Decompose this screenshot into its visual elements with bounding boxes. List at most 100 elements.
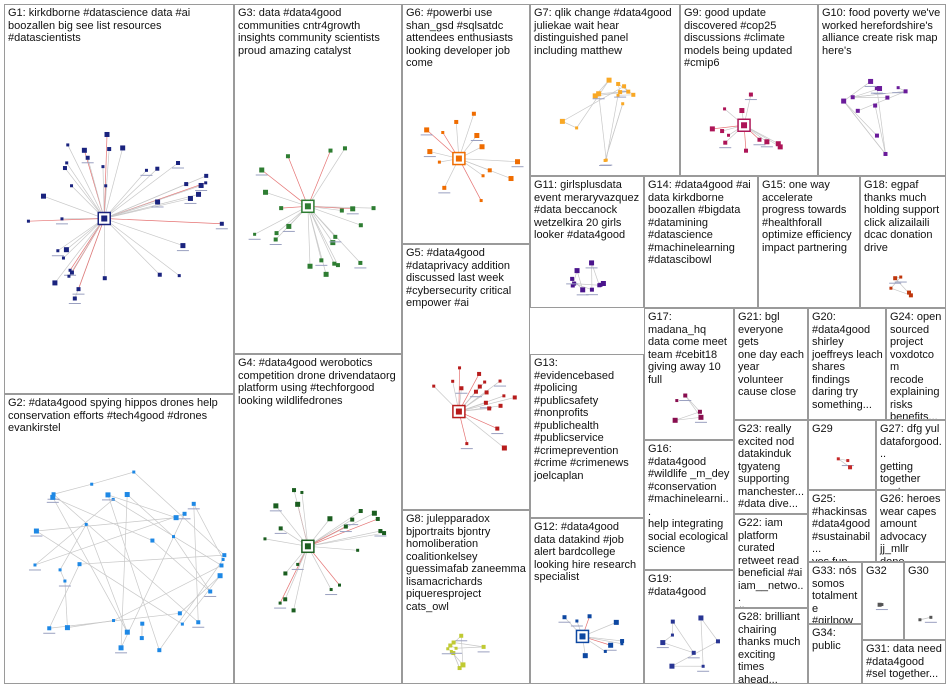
node[interactable] [484,390,489,395]
node[interactable] [278,601,282,605]
node[interactable] [744,148,749,153]
node[interactable] [487,168,492,173]
node[interactable] [459,386,464,391]
node[interactable] [846,459,850,463]
node[interactable] [358,223,363,228]
node[interactable] [907,290,912,295]
node[interactable] [81,147,87,153]
node[interactable] [62,166,67,171]
node[interactable] [848,465,853,470]
node[interactable] [33,563,37,567]
node[interactable] [124,492,130,498]
node[interactable] [883,151,888,156]
node[interactable] [877,86,883,92]
node[interactable] [498,403,503,408]
node[interactable] [589,287,594,292]
node[interactable] [451,379,455,383]
node[interactable] [424,127,430,133]
node[interactable] [102,276,107,281]
node[interactable] [622,84,627,89]
node[interactable] [295,501,301,507]
node[interactable] [474,132,480,138]
node[interactable] [191,501,196,506]
node[interactable] [698,414,704,420]
node[interactable] [603,158,607,162]
node[interactable] [84,522,88,526]
node[interactable] [176,161,181,166]
node[interactable] [675,399,679,403]
node[interactable] [582,653,588,659]
node[interactable] [51,492,56,497]
node[interactable] [286,223,292,229]
node[interactable] [150,538,155,543]
node[interactable] [502,394,506,398]
node[interactable] [60,217,64,221]
node[interactable] [454,646,458,650]
node[interactable] [72,296,77,301]
node[interactable] [329,588,333,592]
node[interactable] [836,457,840,461]
node[interactable] [669,663,675,669]
node[interactable] [56,249,60,253]
node[interactable] [307,263,313,269]
node[interactable] [613,619,619,625]
node[interactable] [432,384,436,388]
node[interactable] [330,240,336,246]
node[interactable] [155,199,161,205]
node[interactable] [358,260,363,265]
node[interactable] [328,148,333,153]
node[interactable] [631,92,636,97]
node[interactable] [483,400,488,405]
node[interactable] [471,111,476,116]
node[interactable] [727,133,731,137]
node[interactable] [40,193,46,199]
node[interactable] [458,366,462,370]
node[interactable] [70,184,74,188]
node[interactable] [929,615,933,619]
node[interactable] [85,155,90,160]
node[interactable] [278,526,283,531]
node[interactable] [253,232,257,236]
node[interactable] [448,643,453,648]
node[interactable] [479,199,483,203]
node[interactable] [874,86,879,91]
node[interactable] [208,589,213,594]
node[interactable] [285,154,290,159]
node[interactable] [327,516,333,522]
node[interactable] [47,626,52,631]
node[interactable] [481,174,485,178]
node[interactable] [465,442,469,446]
node[interactable] [723,107,727,111]
node[interactable] [479,144,485,150]
node[interactable] [180,243,186,249]
node[interactable] [501,445,507,451]
node[interactable] [596,91,602,97]
node[interactable] [621,102,625,106]
node[interactable] [124,629,130,635]
node[interactable] [292,488,297,493]
node[interactable] [459,633,464,638]
node[interactable] [873,103,878,108]
node[interactable] [451,640,456,645]
node[interactable] [495,426,500,431]
node[interactable] [620,642,624,646]
node[interactable] [441,131,445,135]
node[interactable] [132,470,136,474]
node[interactable] [187,195,193,201]
node[interactable] [903,89,908,94]
node[interactable] [899,275,903,279]
node[interactable] [204,173,209,178]
node[interactable] [559,118,565,124]
node[interactable] [748,92,753,97]
node[interactable] [221,558,225,562]
node[interactable] [177,611,182,616]
node[interactable] [139,636,144,641]
node[interactable] [698,615,704,621]
node[interactable] [908,293,913,298]
node[interactable] [454,119,459,124]
node[interactable] [893,276,898,281]
node[interactable] [575,619,579,623]
node[interactable] [157,648,162,653]
node[interactable] [437,160,441,164]
node[interactable] [104,184,108,188]
